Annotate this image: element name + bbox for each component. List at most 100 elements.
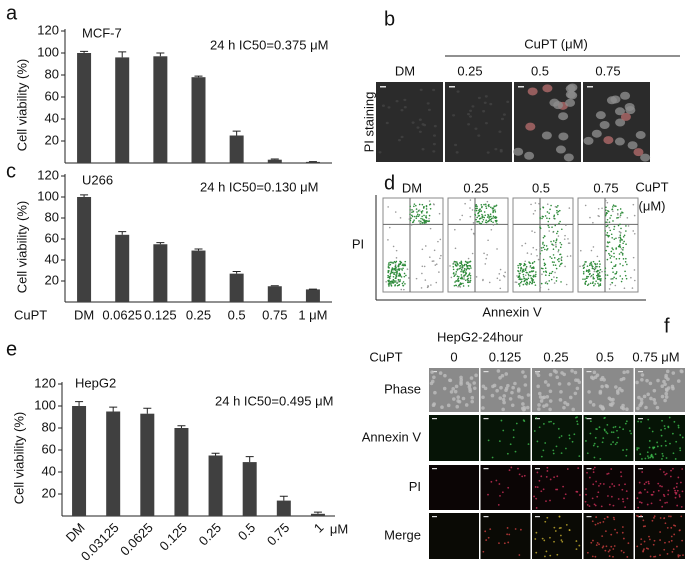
y-tick-label: 100 [37, 188, 59, 203]
event [518, 262, 521, 265]
event [460, 268, 463, 271]
event [612, 271, 614, 273]
event [606, 212, 608, 215]
annotation: 24 h IC50=0.130 μM [200, 179, 318, 194]
cell [618, 484, 621, 486]
event [556, 211, 558, 214]
cell [681, 539, 684, 542]
error-bar [109, 406, 118, 412]
cell [661, 505, 664, 508]
event [426, 286, 429, 289]
cell [639, 501, 641, 503]
event [428, 214, 431, 217]
cell [427, 108, 431, 112]
cell [635, 131, 646, 140]
image-tile [480, 513, 531, 559]
cell [592, 370, 597, 375]
event [545, 281, 548, 283]
event [526, 282, 529, 284]
bar [310, 513, 325, 516]
cell [670, 526, 673, 529]
cell [648, 381, 653, 386]
event [605, 209, 607, 211]
cell [678, 495, 681, 498]
event [548, 274, 551, 277]
event [619, 214, 622, 216]
cell [672, 548, 675, 551]
event [429, 227, 432, 230]
event [553, 276, 555, 278]
event [405, 274, 407, 277]
cell [553, 526, 556, 529]
cell [591, 497, 594, 500]
cell [506, 527, 509, 529]
cell [645, 481, 648, 484]
event [492, 217, 494, 219]
cell [514, 450, 517, 453]
cell [594, 436, 597, 439]
cell [501, 397, 506, 402]
event [560, 258, 562, 260]
cell [585, 493, 587, 496]
cell [574, 378, 578, 383]
cell [622, 537, 625, 540]
event [552, 231, 555, 234]
event [519, 272, 521, 275]
cell [536, 440, 539, 443]
event [395, 277, 397, 280]
cell [625, 490, 628, 493]
event [484, 203, 487, 206]
cell [500, 117, 504, 121]
cell [626, 556, 629, 558]
cell [594, 523, 597, 526]
cell [507, 486, 510, 489]
event [457, 277, 460, 280]
cell [591, 403, 596, 407]
cell [664, 375, 668, 380]
event [502, 274, 505, 277]
event [387, 206, 389, 208]
y-tick-label: 80 [45, 66, 59, 81]
cell [552, 422, 555, 425]
cell [579, 494, 581, 496]
cell [546, 516, 549, 519]
event [489, 216, 491, 218]
cell [640, 501, 643, 504]
cell [650, 493, 653, 496]
cell [585, 488, 587, 490]
cell [673, 533, 676, 536]
cell [666, 552, 669, 555]
cell [680, 505, 683, 508]
scale-bar [586, 516, 592, 518]
event [521, 278, 523, 281]
event [521, 271, 524, 273]
cell [668, 540, 671, 543]
cell [674, 496, 677, 499]
event [612, 204, 615, 207]
cell [496, 369, 501, 373]
cell [613, 485, 616, 487]
event [385, 281, 387, 283]
event [579, 249, 582, 252]
event [519, 268, 522, 270]
bar [242, 462, 257, 516]
event [518, 278, 521, 281]
cell [541, 131, 552, 140]
event [434, 264, 437, 266]
cell [679, 449, 682, 452]
event [586, 265, 589, 267]
cell [518, 554, 521, 556]
event [403, 275, 406, 278]
event [492, 215, 495, 217]
event [459, 218, 461, 221]
event [415, 217, 418, 220]
event [423, 205, 425, 208]
cell [553, 540, 555, 543]
cell [578, 455, 581, 458]
cell [506, 100, 510, 104]
cell [558, 515, 561, 518]
event [464, 274, 467, 276]
cell [653, 539, 656, 542]
event [522, 283, 525, 286]
event [425, 215, 427, 217]
